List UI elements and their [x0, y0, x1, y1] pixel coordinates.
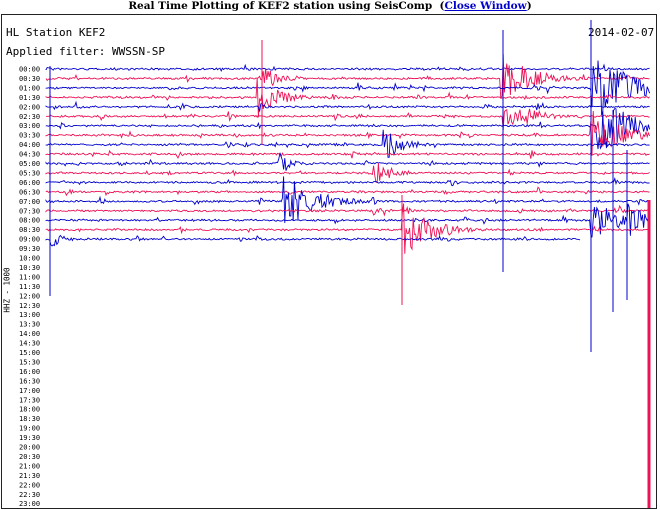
date-label: 2014-02-07: [588, 26, 655, 39]
close-window-link[interactable]: Close Window: [444, 0, 527, 12]
time-label: 05:00: [19, 160, 40, 168]
seismic-trace: [45, 234, 581, 247]
time-label: 01:00: [19, 84, 40, 92]
time-label: 10:30: [19, 264, 40, 272]
seismic-trace: [45, 177, 650, 187]
seismic-trace: [45, 149, 650, 159]
seismic-trace: [45, 100, 650, 112]
time-label: 03:00: [19, 122, 40, 130]
seismic-trace: [45, 63, 650, 73]
time-label: 11:30: [19, 283, 40, 291]
time-label: 22:30: [19, 491, 40, 499]
time-label: 17:30: [19, 396, 40, 404]
time-label: 21:00: [19, 462, 40, 470]
time-label: 14:30: [19, 340, 40, 348]
time-label: 08:00: [19, 217, 40, 225]
time-label: 15:00: [19, 349, 40, 357]
time-label: 17:00: [19, 387, 40, 395]
seismic-trace: [45, 203, 650, 254]
close-window-bracket-close: ): [526, 0, 532, 12]
seismic-trace: [45, 110, 651, 156]
time-label: 22:00: [19, 481, 40, 489]
time-label: 09:00: [19, 236, 40, 244]
time-label: 06:00: [19, 179, 40, 187]
time-label: 00:30: [19, 75, 40, 83]
time-label: 02:30: [19, 113, 40, 121]
time-label: 08:30: [19, 226, 40, 234]
close-window-bracket-open: (: [439, 0, 445, 12]
station-label: HL Station KEF2: [6, 26, 106, 39]
time-label: 10:00: [19, 255, 40, 263]
time-label: 18:30: [19, 415, 40, 423]
time-label: 05:30: [19, 169, 40, 177]
time-label: 09:30: [19, 245, 40, 253]
seismic-trace: [45, 53, 650, 99]
time-label: 20:00: [19, 444, 40, 452]
time-label: 19:30: [19, 434, 40, 442]
time-label: 03:30: [19, 132, 40, 140]
time-label: 14:00: [19, 330, 40, 338]
time-label: 06:30: [19, 188, 40, 196]
time-label: 16:30: [19, 377, 40, 385]
seismic-trace: [45, 203, 650, 238]
time-label: 21:30: [19, 472, 40, 480]
time-label: 00:00: [19, 66, 40, 74]
time-label: 15:30: [19, 358, 40, 366]
seismic-trace: [45, 163, 650, 183]
time-label: 13:30: [19, 321, 40, 329]
time-label: 19:00: [19, 425, 40, 433]
seismic-trace: [45, 129, 650, 158]
seismic-trace: [45, 186, 650, 197]
seismic-trace: [45, 152, 650, 171]
seismic-trace: [45, 176, 650, 224]
time-label: 02:00: [19, 103, 40, 111]
seismic-trace: [45, 60, 651, 116]
seismogram-frame: [1, 14, 657, 509]
time-label: 04:00: [19, 141, 40, 149]
time-label: 12:00: [19, 292, 40, 300]
time-label: 13:00: [19, 311, 40, 319]
seismic-trace: [45, 107, 651, 150]
time-label: 18:00: [19, 406, 40, 414]
seismic-trace: [45, 77, 650, 118]
page-title: Real Time Plotting of KEF2 station using…: [128, 0, 433, 12]
time-label: 07:30: [19, 207, 40, 215]
seismic-trace: [46, 108, 650, 131]
filter-label: Applied filter: WWSSN-SP: [6, 45, 165, 58]
seismic-trace: [45, 204, 650, 217]
time-label: 12:30: [19, 302, 40, 310]
time-label: 16:00: [19, 368, 40, 376]
time-label: 20:30: [19, 453, 40, 461]
page-header: Real Time Plotting of KEF2 station using…: [0, 0, 660, 14]
time-label: 11:00: [19, 273, 40, 281]
time-label: 23:00: [19, 500, 40, 508]
time-label: 07:00: [19, 198, 40, 206]
time-label: 04:30: [19, 151, 40, 159]
time-label: 01:30: [19, 94, 40, 102]
